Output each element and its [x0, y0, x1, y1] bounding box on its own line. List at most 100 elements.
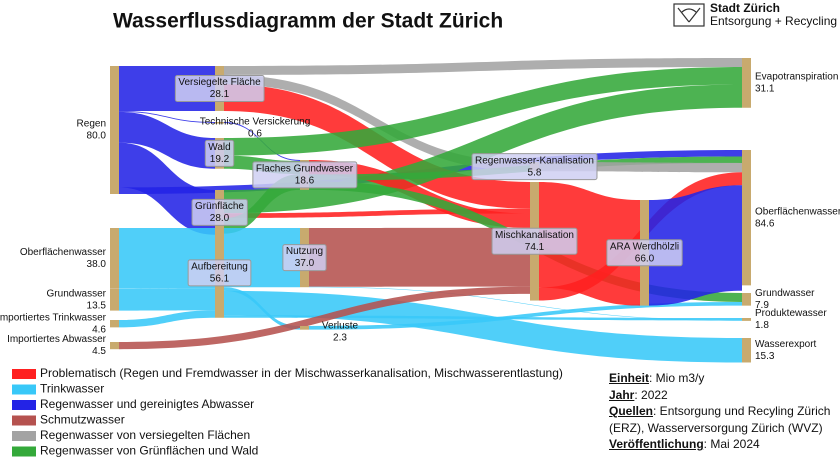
info-text: : Mai 2024: [703, 437, 760, 451]
node-label: Grundwasser: [47, 288, 107, 299]
flow-link: [119, 288, 215, 311]
flow-link: [119, 310, 215, 328]
node-value: 31.1: [755, 84, 775, 95]
info-text: : Entsorgung und Recyling Zürich (ERZ), …: [609, 404, 831, 435]
node-value: 28.0: [210, 213, 230, 224]
node-bar: [110, 320, 119, 328]
node-label: Regenwasser-Kanalisation: [475, 155, 594, 166]
node-value: 5.8: [528, 167, 542, 178]
info-text: : 2022: [634, 387, 668, 402]
node-bar: [742, 58, 751, 108]
node-value: 13.5: [87, 300, 107, 311]
node-bar: [110, 66, 119, 194]
node-label-box: [282, 244, 327, 272]
node-value: 19.2: [210, 154, 230, 165]
node-value: 15.3: [755, 351, 775, 362]
flow-link: [224, 58, 742, 75]
node-label: Wasserexport: [755, 339, 817, 350]
node-bar: [742, 150, 751, 286]
node-bar: [215, 122, 224, 124]
legend-swatch: [12, 446, 36, 457]
legend-swatch: [12, 431, 36, 441]
legend-label: Trinkwasser: [40, 382, 104, 396]
node-value: 84.6: [755, 218, 775, 229]
node-label: Mischkanalisation: [495, 230, 574, 241]
node-value: 4.5: [92, 346, 106, 357]
info-key: Quellen: [609, 404, 654, 418]
node-label-box: [471, 153, 598, 181]
logo-name: Stadt Zürich: [710, 1, 780, 15]
legend-label: Problematisch (Regen und Fremdwasser in …: [40, 366, 563, 380]
legend-label: Regenwasser von Grünflächen und Wald: [40, 444, 258, 458]
node-bar: [742, 338, 751, 363]
node-label: Importiertes Abwasser: [7, 334, 107, 345]
node-label: Nutzung: [286, 246, 323, 257]
node-label-box: [606, 239, 683, 267]
node-label-box: [204, 139, 235, 167]
node-bar: [742, 318, 751, 321]
node-value: 18.6: [295, 176, 315, 187]
node-label-box: [191, 198, 248, 226]
node-value: 38.0: [87, 259, 107, 270]
info-row: Einheit: Mio m3/y: [609, 370, 837, 387]
node-value: 74.1: [525, 242, 545, 253]
node-label: Aufbereitung: [191, 262, 248, 273]
legend-swatch: [12, 369, 36, 379]
logo-department: Entsorgung + Recycling: [710, 14, 837, 28]
node-bar: [300, 326, 309, 330]
chart-title: Wasserflussdiagramm der Stadt Zürich: [113, 10, 503, 33]
info-row: Quellen: Entsorgung und Recyling Zürich …: [609, 403, 837, 436]
node-label: Importiertes Trinkwasser: [0, 312, 107, 323]
node-bar: [110, 228, 119, 289]
flow-link: [224, 66, 742, 156]
flow-link: [224, 84, 530, 209]
node-value: 4.6: [92, 324, 106, 335]
legend-label: Regenwasser und gereinigtes Abwasser: [40, 397, 254, 411]
flow-link: [224, 315, 742, 321]
flow-link: [119, 110, 215, 123]
node-label: ARA Werdhölzli: [610, 241, 679, 252]
node-value: 0.6: [248, 129, 262, 140]
flow-link: [309, 301, 742, 330]
node-bar: [110, 342, 119, 350]
node-value: 2.3: [333, 333, 347, 344]
node-label: Oberflächenwasser: [755, 206, 840, 217]
legend-swatch: [12, 384, 36, 395]
node-label: Evapotranspiration: [755, 72, 838, 83]
flow-link: [119, 111, 215, 169]
node-label: Regen: [77, 119, 106, 130]
node-label-box: [491, 227, 578, 255]
node-value: 66.0: [635, 253, 655, 264]
legend-label: Regenwasser von versiegelten Flächen: [40, 428, 250, 442]
legend-label: Schmutzwasser: [40, 413, 125, 427]
flow-link: [649, 185, 742, 306]
logo-icon: [673, 3, 705, 27]
node-label: Grünfläche: [195, 201, 244, 212]
node-label: Flaches Grundwasser: [256, 164, 354, 175]
node-label: Technische Versickerung: [200, 117, 311, 128]
node-label-box: [174, 74, 265, 102]
flow-link: [119, 286, 530, 350]
node-label: Versiegelte Fläche: [178, 77, 261, 88]
info-row: Jahr: 2022: [609, 387, 837, 404]
info-block: Einheit: Mio m3/y Jahr: 2022 Quellen: Ents…: [609, 370, 837, 453]
node-value: 80.0: [87, 131, 107, 142]
node-bar: [742, 293, 751, 306]
info-text: : Mio m3/y: [649, 371, 705, 385]
node-label: Oberflächenwasser: [20, 247, 107, 258]
node-label: Verluste: [322, 321, 359, 332]
info-key: Veröffentlichung: [609, 437, 704, 451]
info-key: Einheit: [609, 371, 650, 385]
node-label-box: [252, 161, 358, 189]
node-label: Produktewasser: [755, 308, 827, 319]
info-key: Jahr: [609, 387, 635, 402]
legend-swatch: [12, 400, 36, 410]
node-bar: [110, 289, 119, 311]
node-label: Wald: [208, 142, 230, 153]
node-label-box: [187, 259, 252, 287]
flow-link: [309, 227, 530, 287]
flow-link: [539, 182, 640, 306]
node-value: 1.8: [755, 320, 769, 331]
